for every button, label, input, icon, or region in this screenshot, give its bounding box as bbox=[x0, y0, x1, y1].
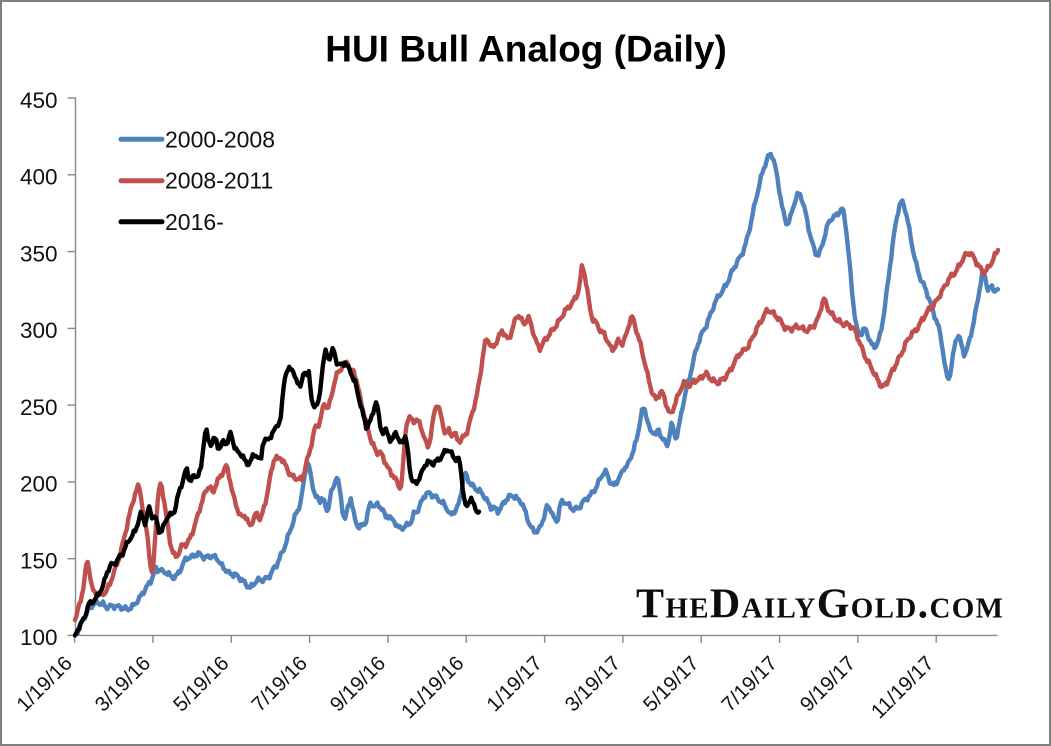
svg-text:2008-2011: 2008-2011 bbox=[165, 168, 273, 194]
svg-text:2000-2008: 2000-2008 bbox=[165, 126, 275, 152]
svg-text:HUI Bull Analog (Daily): HUI Bull Analog (Daily) bbox=[325, 29, 727, 70]
svg-text:300: 300 bbox=[20, 318, 58, 343]
svg-text:350: 350 bbox=[20, 241, 58, 266]
svg-text:2016-: 2016- bbox=[165, 209, 224, 235]
svg-text:450: 450 bbox=[20, 88, 58, 113]
svg-text:400: 400 bbox=[20, 165, 58, 190]
svg-text:100: 100 bbox=[20, 625, 58, 650]
svg-text:200: 200 bbox=[20, 472, 58, 497]
svg-text:150: 150 bbox=[20, 549, 58, 574]
svg-text:250: 250 bbox=[20, 395, 58, 420]
svg-text:TheDailyGold.com: TheDailyGold.com bbox=[636, 582, 1003, 628]
